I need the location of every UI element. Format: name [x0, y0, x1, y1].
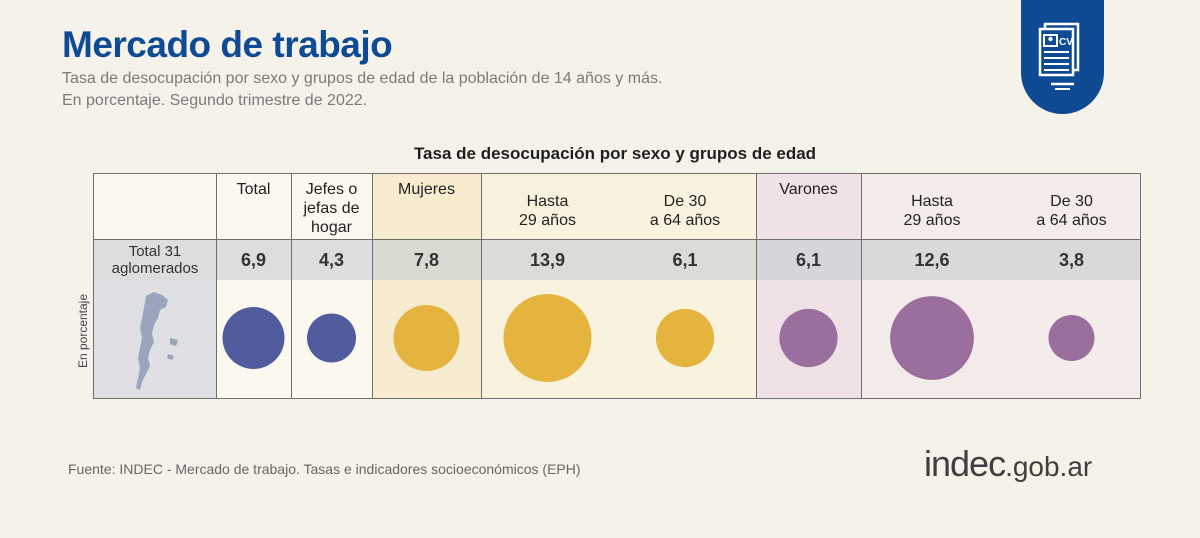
column-header-line: Total	[236, 181, 271, 198]
column-header-line: Hasta	[911, 193, 953, 210]
bubble-mark	[222, 307, 285, 369]
bubble-mark	[307, 313, 356, 363]
column-divider	[291, 174, 292, 398]
logo-main: indec	[924, 443, 1006, 484]
column-divider	[372, 174, 373, 398]
bubble-mark	[779, 308, 838, 368]
value-label: 12,6	[914, 250, 950, 270]
column-header: Hasta 29 años	[861, 192, 1003, 230]
column-header-line: Mujeres	[398, 181, 455, 198]
value-label: 7,8	[413, 250, 440, 270]
row-label-line: aglomerados	[111, 260, 199, 277]
column-header-line: Varones	[779, 181, 838, 198]
column-header: De 30 a 64 años	[1003, 192, 1140, 230]
column-header-line: hogar	[311, 219, 352, 236]
column-divider	[756, 174, 757, 398]
bubble-layer	[222, 294, 1095, 382]
column-divider	[861, 174, 862, 398]
source-note: Fuente: INDEC - Mercado de trabajo. Tasa…	[68, 461, 581, 477]
column-header: Hasta 29 años	[481, 192, 614, 230]
row-label-line: Total 31	[128, 243, 182, 260]
logo-domain: .gob.ar	[1005, 451, 1093, 482]
chart-title: Tasa de desocupación por sexo y grupos d…	[413, 144, 817, 163]
cv-document-icon: CV	[1038, 22, 1080, 90]
y-axis-label: En porcentaje	[76, 293, 90, 369]
column-header-line: a 64 años	[1036, 212, 1107, 229]
column-header-line: De 30	[1050, 193, 1093, 210]
bubble-mark	[890, 296, 974, 380]
argentina-map-panel	[94, 280, 216, 398]
column-header: Varones	[756, 180, 861, 199]
bubble-mark	[393, 305, 460, 371]
column-header: Jefes o jefas de hogar	[291, 180, 372, 237]
values-row-band	[94, 239, 1140, 280]
column-header-line: a 64 años	[649, 212, 721, 229]
column-header: De 30 a 64 años	[614, 192, 756, 230]
value-label: 4,3	[318, 250, 345, 270]
subtitle-line-2: En porcentaje. Segundo trimestre de 2022…	[62, 92, 368, 109]
column-header-line: 29 años	[903, 212, 961, 229]
bubble-mark	[503, 294, 592, 382]
value-label: 13,9	[529, 250, 566, 270]
subtitle: Tasa de desocupación por sexo y grupos d…	[62, 68, 662, 112]
value-label: 6,9	[240, 250, 267, 270]
page-title: Mercado de trabajo	[62, 24, 393, 65]
column-header: Total	[216, 180, 291, 199]
row-divider	[94, 239, 1140, 240]
column-header-line: De 30	[663, 193, 707, 210]
data-table: Total 31 aglomerados Total 6,9 Jefes o jefa…	[93, 173, 1141, 399]
column-header-line: jefas de	[303, 200, 360, 217]
column-header-line: 29 años	[519, 212, 576, 229]
argentina-map-icon	[136, 292, 178, 390]
cv-badge: CV	[1021, 0, 1104, 114]
value-label: 6,1	[795, 250, 822, 270]
value-label: 6,1	[672, 250, 698, 270]
value-label: 3,8	[1058, 250, 1085, 270]
cv-label: CV	[1059, 37, 1073, 48]
column-header-line: Hasta	[526, 193, 569, 210]
bubble-mark	[655, 308, 715, 368]
column-header: Mujeres	[372, 180, 481, 199]
column-divider	[481, 174, 482, 398]
indec-logo: indec.gob.ar	[924, 443, 1092, 485]
column-header-line: Jefes o	[305, 181, 358, 198]
column-divider	[216, 174, 217, 398]
row-label: Total 31 aglomerados	[94, 243, 216, 277]
subtitle-line-1: Tasa de desocupación por sexo y grupos d…	[62, 70, 663, 87]
bubble-mark	[1048, 315, 1095, 361]
